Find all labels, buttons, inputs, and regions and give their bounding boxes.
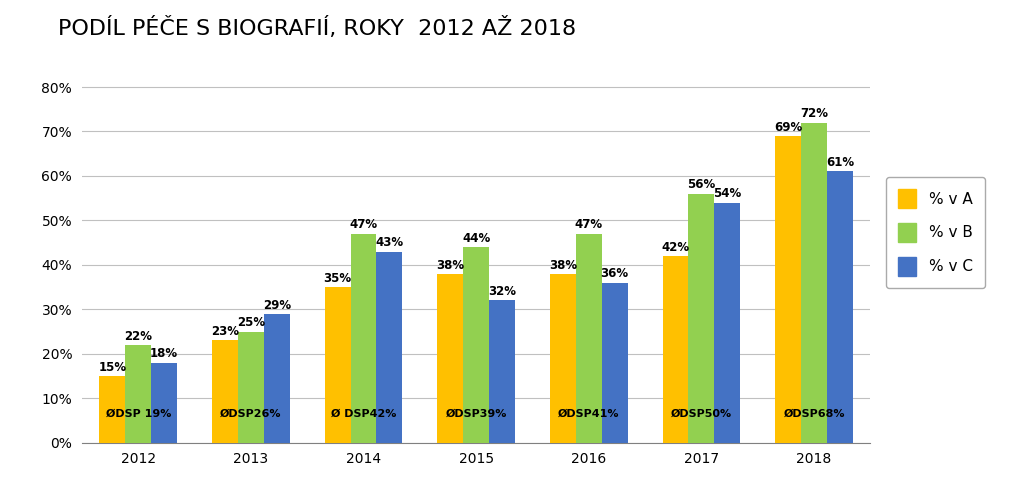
Bar: [463, 247, 489, 443]
Text: 47%: 47%: [574, 218, 603, 231]
Text: Ø DSP42%: Ø DSP42%: [331, 409, 396, 418]
Bar: [377, 252, 402, 443]
Text: 72%: 72%: [800, 107, 828, 120]
Bar: [489, 300, 515, 443]
Text: 25%: 25%: [237, 316, 265, 329]
Legend: % v A, % v B, % v C: % v A, % v B, % v C: [886, 177, 985, 288]
Bar: [550, 274, 575, 443]
Text: 36%: 36%: [601, 268, 629, 280]
Bar: [575, 234, 602, 443]
Bar: [715, 203, 740, 443]
Bar: [663, 256, 688, 443]
Bar: [350, 234, 377, 443]
Bar: [238, 331, 264, 443]
Text: 42%: 42%: [662, 241, 689, 254]
Text: ØDSP41%: ØDSP41%: [558, 409, 620, 418]
Text: PODÍL PÉČE S BIOGRAFIÍ, ROKY  2012 AŽ 2018: PODÍL PÉČE S BIOGRAFIÍ, ROKY 2012 AŽ 201…: [58, 18, 577, 39]
Text: ØDSP39%: ØDSP39%: [445, 409, 507, 418]
Text: ØDSP26%: ØDSP26%: [220, 409, 282, 418]
Text: 29%: 29%: [263, 298, 291, 311]
Text: 23%: 23%: [211, 325, 239, 338]
Text: 32%: 32%: [488, 285, 516, 298]
Text: ØDSP 19%: ØDSP 19%: [105, 409, 171, 418]
Bar: [212, 341, 238, 443]
Text: 54%: 54%: [714, 188, 741, 200]
Text: 69%: 69%: [774, 121, 802, 134]
Bar: [152, 363, 177, 443]
Text: 61%: 61%: [826, 156, 854, 170]
Text: 56%: 56%: [687, 179, 716, 192]
Bar: [125, 345, 152, 443]
Text: 15%: 15%: [98, 361, 126, 374]
Bar: [801, 123, 827, 443]
Bar: [602, 283, 628, 443]
Bar: [99, 376, 125, 443]
Bar: [775, 136, 801, 443]
Text: 35%: 35%: [324, 272, 351, 285]
Text: ØDSP68%: ØDSP68%: [783, 409, 845, 418]
Text: ØDSP50%: ØDSP50%: [671, 409, 732, 418]
Text: 18%: 18%: [151, 348, 178, 361]
Text: 22%: 22%: [124, 329, 153, 343]
Bar: [437, 274, 463, 443]
Text: 43%: 43%: [376, 236, 403, 249]
Text: 44%: 44%: [462, 232, 490, 245]
Text: 38%: 38%: [549, 259, 577, 272]
Text: 38%: 38%: [436, 259, 464, 272]
Bar: [688, 194, 715, 443]
Bar: [264, 314, 290, 443]
Text: 47%: 47%: [349, 218, 378, 231]
Bar: [827, 172, 853, 443]
Bar: [325, 287, 350, 443]
